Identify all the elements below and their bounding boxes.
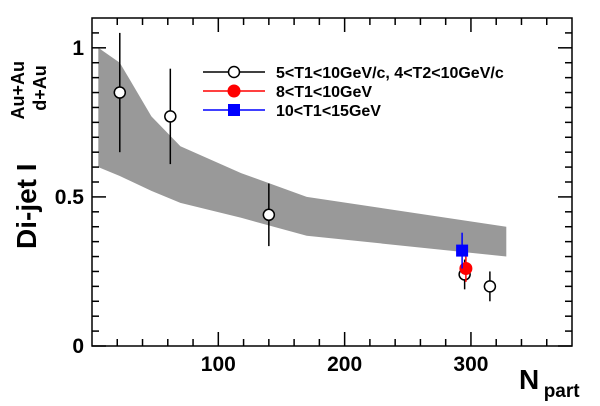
svg-text:N part: N part: [519, 364, 580, 402]
legend-marker-3: [228, 104, 240, 116]
y-tick-label: 0: [72, 335, 84, 358]
y-tick-label: 0.5: [55, 186, 85, 209]
y-tick-label: 1: [72, 37, 84, 60]
x-axis-title: N part: [519, 364, 580, 402]
axes-layer: 100 200 300 0 0.5 1: [55, 18, 572, 376]
legend-label-1: 5<T1<10GeV/c, 4<T2<10GeV/c: [276, 65, 504, 82]
y-axis-title-subscript: d+Au: [30, 65, 50, 111]
legend-label-3: 10<T1<15GeV: [276, 103, 381, 120]
legend-marker-1: [227, 65, 241, 79]
y-axis-title-superscript: Au+Au: [8, 61, 28, 120]
x-tick-label: 300: [453, 353, 488, 376]
legend-label-2: 8<T1<10GeV: [276, 84, 372, 101]
data-point-series-1: [164, 110, 177, 123]
legend: 5<T1<10GeV/c, 4<T2<10GeV/c 8<T1<10GeV 10…: [203, 65, 504, 120]
data-points-layer: [113, 32, 497, 302]
x-tick-label: 100: [201, 353, 236, 376]
data-point-series-3: [456, 244, 469, 257]
y-axis-title: Di-jet I Au+Au d+Au: [8, 57, 50, 249]
data-point-series-1: [262, 208, 276, 222]
data-point-series-1: [483, 280, 497, 293]
x-axis-title-main: N: [519, 364, 539, 395]
uncertainty-band: [98, 47, 507, 257]
data-point-series-1: [113, 86, 127, 99]
legend-marker-2: [227, 84, 241, 98]
y-axis-title-main: Di-jet I: [11, 163, 42, 249]
svg-text:Di-jet I Au+Au d+A: Di-jet I Au+Au d+Au: [8, 57, 50, 249]
x-tick-label: 200: [327, 353, 362, 376]
uncertainty-band-layer: [98, 47, 507, 257]
data-point-series-2: [459, 261, 473, 275]
x-axis-title-subscript: part: [544, 381, 581, 402]
